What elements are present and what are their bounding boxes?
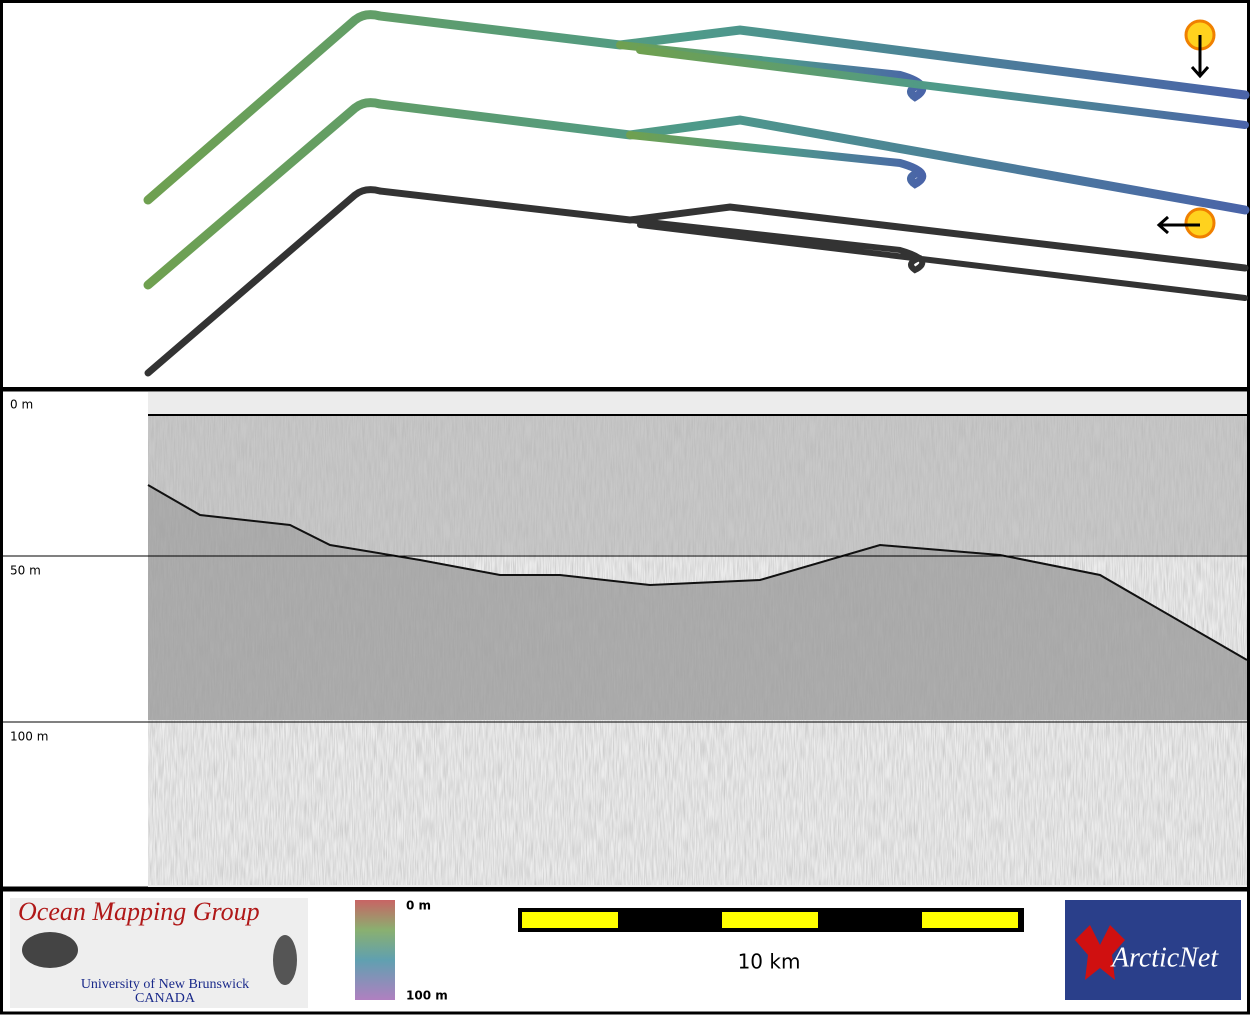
partner-logo-text: ArcticNet	[1110, 942, 1219, 973]
scale-label: 10 km	[738, 950, 801, 974]
depth-label: 100 m	[10, 730, 48, 744]
marker	[1184, 207, 1216, 239]
logo-graphic	[22, 932, 78, 968]
color-bar-label: 0 m	[406, 899, 431, 913]
scale-segment	[722, 912, 818, 928]
maple-leaf	[1075, 925, 1125, 980]
survey-tracks	[143, 10, 1250, 377]
arrow-head	[1190, 66, 1210, 79]
color-bar-label: 100 m	[406, 989, 448, 1003]
logo-title: Ocean Mapping Group	[18, 897, 260, 926]
track	[143, 10, 1250, 205]
depth-label: 50 m	[10, 564, 41, 578]
color-bar	[355, 900, 395, 1000]
sun-markers	[1156, 19, 1216, 239]
logo-graphic	[273, 935, 297, 985]
logo-text: University of New Brunswick	[81, 977, 249, 992]
track	[627, 217, 1248, 301]
depth-label: 0 m	[10, 398, 33, 412]
track	[144, 186, 1249, 377]
scale-segment	[522, 912, 618, 928]
track	[636, 46, 1249, 129]
track	[626, 131, 927, 189]
scale-segment	[922, 912, 1018, 928]
track	[143, 98, 1250, 290]
seafloor	[147, 484, 1248, 661]
map-panel	[0, 0, 1250, 390]
arrow-head	[1156, 215, 1169, 235]
track	[616, 41, 927, 102]
logo-text: CANADA	[135, 991, 196, 1006]
noise-texture	[148, 415, 1247, 885]
